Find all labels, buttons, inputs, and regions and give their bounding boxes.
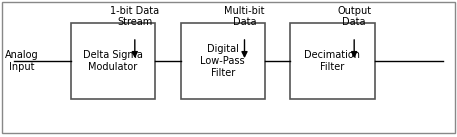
Text: 1-bit Data
Stream: 1-bit Data Stream — [110, 6, 159, 27]
Bar — [181, 23, 265, 99]
Bar — [71, 23, 155, 99]
Text: Analog
Input: Analog Input — [5, 50, 38, 72]
Text: Multi-bit
Data: Multi-bit Data — [224, 6, 265, 27]
Text: Output
Data: Output Data — [337, 6, 371, 27]
Text: Digital
Low-Pass
Filter: Digital Low-Pass Filter — [201, 44, 245, 78]
Text: Delta Sigma
Modulator: Delta Sigma Modulator — [83, 50, 143, 72]
Text: Decimation
Filter: Decimation Filter — [304, 50, 361, 72]
Bar — [290, 23, 375, 99]
